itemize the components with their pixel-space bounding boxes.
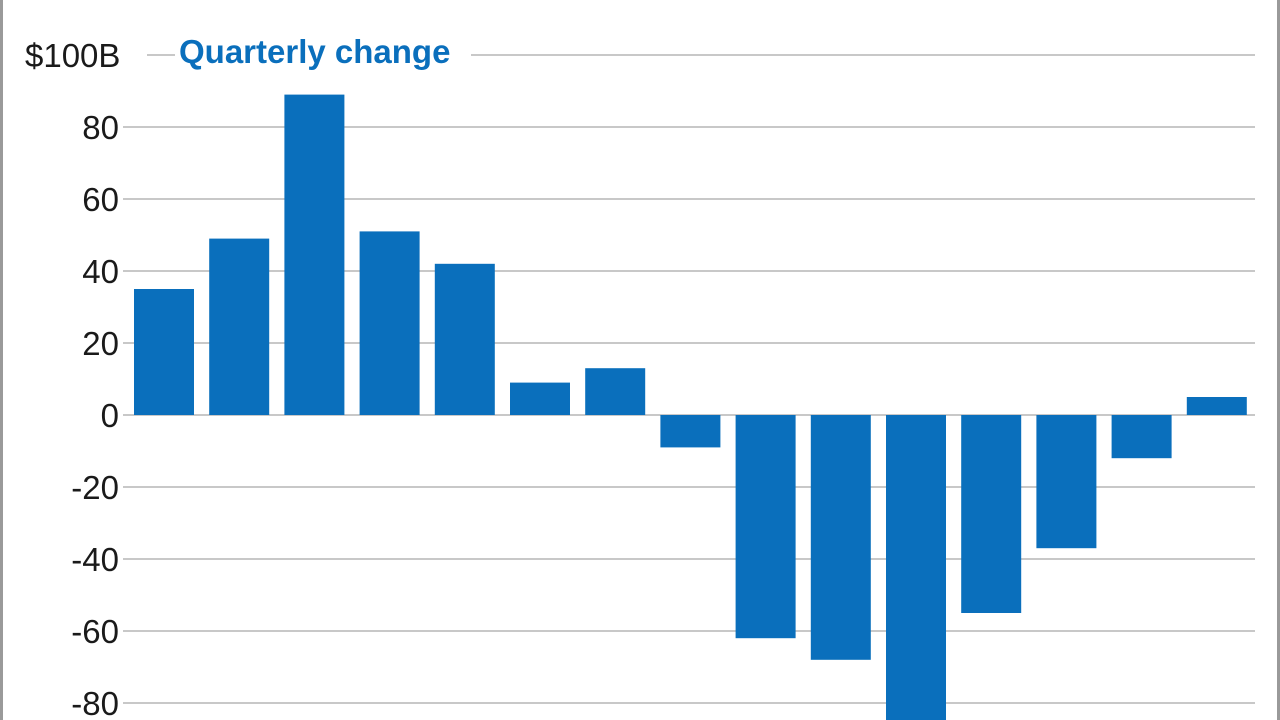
bar-5 (434, 263, 495, 415)
bar-2 (209, 238, 270, 415)
y-tick-label: 60 (82, 181, 119, 218)
bar-8 (660, 415, 721, 448)
bar-12 (961, 415, 1022, 613)
y-tick-label: -60 (71, 613, 119, 650)
y-tick-label: -20 (71, 469, 119, 506)
bars (134, 94, 1247, 720)
bar-13 (1036, 415, 1097, 549)
y-tick-label: 40 (82, 253, 119, 290)
chart-title: Quarterly change (179, 33, 450, 70)
y-tick-label: 0 (101, 397, 119, 434)
bar-7 (585, 368, 646, 415)
bar-3 (284, 94, 345, 415)
bar-15 (1186, 397, 1247, 415)
bar-11 (886, 415, 946, 720)
bar-10 (810, 415, 871, 660)
bar-6 (510, 382, 570, 415)
y-tick-label: -40 (71, 541, 119, 578)
y-tick-label: 20 (82, 325, 119, 362)
bar-14 (1111, 415, 1172, 459)
bar-9 (735, 415, 796, 639)
bar-4 (359, 231, 420, 415)
bar-chart: $100B 80 60 40 20 0 -20 -40 -60 -80 Quarterly cha… (25, 33, 1255, 720)
y-axis-labels: $100B 80 60 40 20 0 -20 -40 -60 -80 (25, 37, 120, 720)
y-tick-label: -80 (71, 685, 119, 720)
y-tick-label: 80 (82, 109, 119, 146)
y-unit-label: $100B (25, 37, 120, 74)
bar-1 (134, 289, 194, 415)
